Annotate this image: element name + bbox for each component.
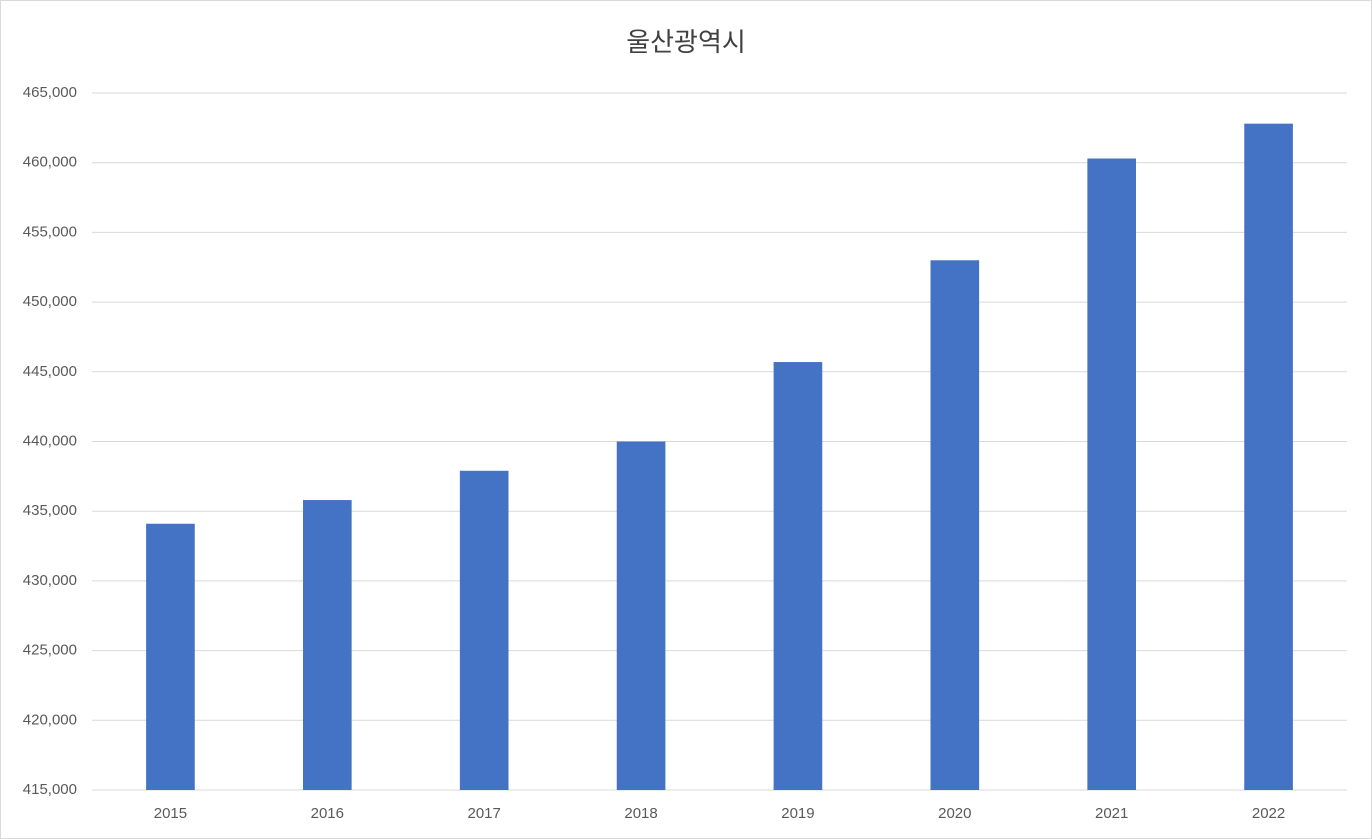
bar [459, 470, 509, 790]
y-tick-label: 455,000 [23, 223, 77, 240]
x-tick-label: 2018 [624, 805, 657, 822]
y-tick-label: 420,000 [23, 711, 77, 728]
y-tick-label: 415,000 [23, 781, 77, 798]
y-tick-label: 440,000 [23, 432, 77, 449]
x-tick-label: 2020 [938, 805, 971, 822]
x-tick-label: 2019 [781, 805, 814, 822]
bar [1087, 158, 1137, 790]
y-tick-label: 425,000 [23, 642, 77, 659]
bar [930, 260, 980, 790]
x-tick-label: 2021 [1095, 805, 1128, 822]
x-tick-label: 2016 [311, 805, 344, 822]
y-tick-label: 430,000 [23, 572, 77, 589]
x-tick-label: 2022 [1252, 805, 1285, 822]
y-tick-label: 435,000 [23, 502, 77, 519]
y-tick-label: 445,000 [23, 363, 77, 380]
x-tick-label: 2017 [468, 805, 501, 822]
y-tick-label: 450,000 [23, 293, 77, 310]
chart-title: 울산광역시 [626, 27, 746, 57]
y-tick-label: 465,000 [23, 84, 77, 101]
bar [616, 441, 666, 790]
bar [146, 523, 195, 790]
bar [773, 362, 823, 790]
bar [1244, 123, 1293, 791]
y-tick-label: 460,000 [23, 154, 77, 171]
bar [302, 500, 352, 790]
x-tick-label: 2015 [154, 805, 187, 822]
